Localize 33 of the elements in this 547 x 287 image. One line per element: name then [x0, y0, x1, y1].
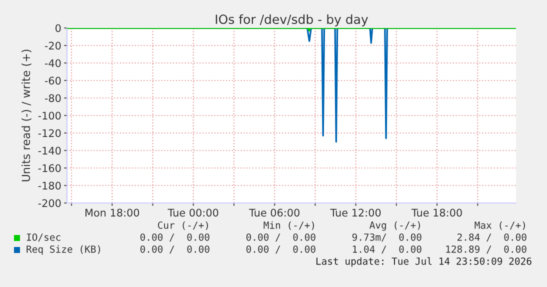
- y-tick-label: -200: [38, 199, 61, 208]
- text: 9.73m/ 0.00: [352, 233, 422, 242]
- y-tick-label: -20: [44, 42, 61, 50]
- text: 0.00 / 0.00: [246, 245, 316, 254]
- legend-label: IO/sec: [26, 233, 60, 242]
- y-tick-label: -140: [38, 146, 61, 155]
- y-tick-label: -100: [38, 112, 61, 120]
- x-tick-label: Tue 06:00: [248, 208, 300, 217]
- text: 2.84 / 0.00: [457, 233, 526, 242]
- legend-label: Req Size (KB): [26, 245, 100, 255]
- text: Last update: Tue Jul 14 23:50:09 2026: [316, 257, 532, 267]
- y-tick-label: -120: [38, 129, 61, 138]
- text: Max (-/+): [474, 221, 525, 230]
- text: Min (-/+): [264, 221, 314, 230]
- y-tick-label: -80: [44, 94, 61, 102]
- text: 0.00 / 0.00: [140, 245, 210, 254]
- text: 1.04 / 0.00: [352, 245, 422, 254]
- x-tick-label: Tue 12:00: [330, 208, 381, 217]
- text: Avg (-/+): [370, 221, 420, 231]
- y-tick-label: -40: [44, 59, 61, 68]
- y-axis-title: Units read (-) / write (+): [21, 50, 32, 182]
- text: Cur (-/+): [158, 221, 208, 230]
- y-tick-label: 0: [56, 24, 61, 32]
- text: 0.00 / 0.00: [140, 233, 210, 242]
- chart-title: IOs for /dev/sdb - by day: [216, 14, 368, 26]
- text: 128.89 / 0.00: [446, 245, 526, 254]
- y-tick-label: -60: [44, 76, 61, 85]
- y-tick-label: -160: [38, 164, 61, 172]
- x-tick-label: Mon 18:00: [86, 208, 140, 217]
- y-tick-label: -180: [38, 182, 61, 190]
- text: 0.00 / 0.00: [246, 233, 316, 242]
- x-tick-label: Tue 00:00: [168, 208, 218, 217]
- x-tick-label: Tue 18:00: [411, 208, 462, 217]
